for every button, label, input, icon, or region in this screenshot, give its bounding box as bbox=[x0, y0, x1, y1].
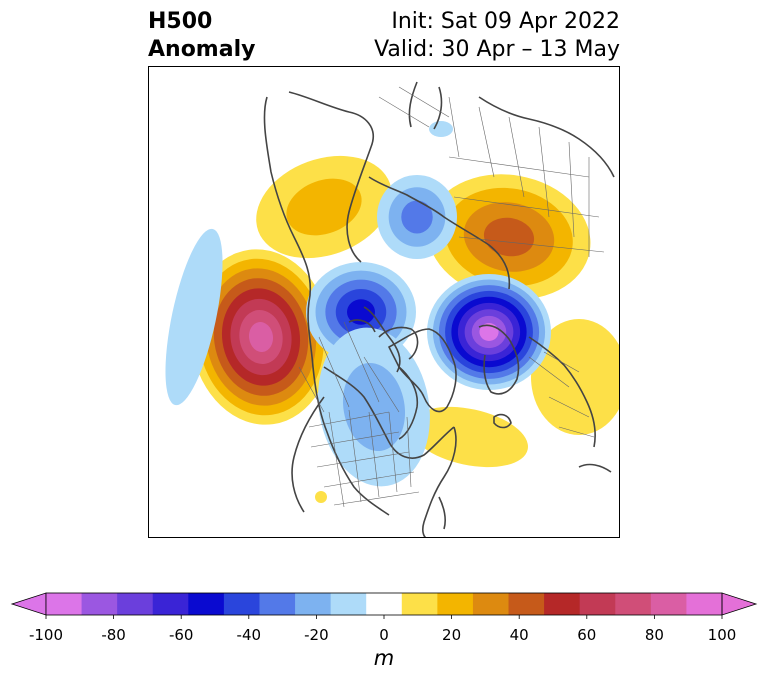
colorbar-swatch bbox=[152, 593, 189, 615]
title-right: Init: Sat 09 Apr 2022 Valid: 30 Apr – 13… bbox=[374, 8, 620, 64]
colorbar-tick-label: 80 bbox=[644, 626, 664, 644]
anomaly-small-us-contour bbox=[315, 491, 327, 503]
colorbar-swatch bbox=[330, 593, 367, 615]
colorbar-tick-label: -20 bbox=[304, 626, 329, 644]
coastlines bbox=[263, 81, 615, 537]
coastline-kamchatka bbox=[408, 81, 443, 130]
colorbar-tick-label: -100 bbox=[28, 626, 64, 644]
anomaly-atlantic-ridge-contour bbox=[531, 319, 619, 435]
colorbar-tick-label: -40 bbox=[236, 626, 262, 644]
anomaly-map bbox=[165, 81, 619, 537]
colorbar-swatch bbox=[46, 593, 83, 615]
colorbar bbox=[10, 592, 758, 619]
coastline-eurasia-north bbox=[368, 176, 511, 290]
colorbar-extend-high bbox=[721, 592, 758, 616]
colorbar-swatch bbox=[686, 593, 723, 615]
colorbar-swatch bbox=[544, 593, 581, 615]
anomaly-ne-pacific-ridge bbox=[190, 249, 332, 425]
title-variable: H500 bbox=[148, 9, 213, 34]
coastline-greenland bbox=[388, 328, 457, 413]
colorbar-tick-label: 100 bbox=[707, 626, 737, 644]
colorbar-swatch bbox=[437, 593, 474, 615]
anomaly-arctic-trough-contour bbox=[346, 299, 376, 325]
anomaly-small-siberia-contour bbox=[429, 121, 453, 137]
anomaly-north-atlantic-2-contour bbox=[410, 406, 528, 468]
anomaly-na-trough bbox=[318, 327, 430, 487]
colorbar-swatch bbox=[117, 593, 154, 615]
political-borders bbox=[298, 86, 605, 508]
coastline-alaska bbox=[288, 91, 374, 263]
coastline-scandinavia bbox=[478, 324, 520, 395]
anomaly-barents-trough bbox=[427, 274, 551, 390]
colorbar-swatch bbox=[259, 593, 296, 615]
coastline-iceland bbox=[493, 413, 512, 429]
anomaly-pacific-trough bbox=[165, 228, 223, 406]
map-panel bbox=[148, 66, 620, 538]
coastline-arctic-islands bbox=[348, 306, 419, 373]
colorbar-swatch bbox=[223, 593, 260, 615]
colorbar-swatch bbox=[401, 593, 438, 615]
coastline-florida bbox=[438, 496, 446, 530]
colorbar-tick-label: 0 bbox=[379, 626, 389, 644]
valid-period: Valid: 30 Apr – 13 May bbox=[374, 37, 620, 62]
colorbar-extend-low bbox=[10, 592, 47, 616]
colorbar-swatch bbox=[81, 593, 118, 615]
anomaly-eurasia-ridge-contour bbox=[483, 217, 535, 257]
title-left: H500 Anomaly bbox=[148, 8, 255, 64]
colorbar-swatch bbox=[615, 593, 652, 615]
anomaly-canada-ridge-contour bbox=[286, 178, 362, 236]
colorbar-swatch bbox=[472, 593, 510, 615]
anomaly-siberia-trough-contour bbox=[401, 200, 433, 234]
anomaly-north-atlantic-2 bbox=[410, 406, 528, 468]
title-field: Anomaly bbox=[148, 37, 256, 62]
anomaly-ne-pacific-ridge-contour bbox=[248, 322, 274, 352]
colorbar-swatch bbox=[366, 593, 403, 615]
colorbar-swatch bbox=[295, 593, 332, 615]
colorbar-tick-label: -80 bbox=[101, 626, 126, 644]
coastline-europe bbox=[528, 336, 596, 448]
colorbar-tick-label: 20 bbox=[442, 626, 462, 644]
anomaly-pacific-trough-contour bbox=[165, 228, 223, 406]
colorbar-unit-label: m bbox=[373, 646, 395, 670]
colorbar-tick-label: 60 bbox=[577, 626, 597, 644]
coastline-na-east bbox=[422, 426, 457, 537]
coastline-asia bbox=[478, 96, 615, 178]
anomaly-siberia-trough bbox=[377, 175, 457, 259]
anomaly-eurasia-ridge bbox=[427, 174, 591, 300]
colorbar-swatch bbox=[579, 593, 616, 615]
init-time: Init: Sat 09 Apr 2022 bbox=[391, 9, 620, 34]
coastline-na-west bbox=[263, 96, 390, 516]
colorbar-tick-label: 40 bbox=[509, 626, 529, 644]
anomaly-small-siberia bbox=[429, 121, 453, 137]
colorbar-swatch bbox=[188, 593, 225, 615]
colorbar-swatch bbox=[650, 593, 687, 615]
anomaly-small-us bbox=[315, 491, 327, 503]
anomaly-na-trough-contour bbox=[342, 362, 406, 452]
coastline-mediterranean bbox=[578, 463, 612, 473]
anomaly-atlantic-ridge bbox=[531, 319, 619, 435]
coastline-mexico bbox=[291, 396, 325, 513]
anomaly-contours bbox=[165, 121, 619, 503]
colorbar-tick-label: -60 bbox=[168, 626, 194, 644]
colorbar-swatch bbox=[508, 593, 545, 615]
